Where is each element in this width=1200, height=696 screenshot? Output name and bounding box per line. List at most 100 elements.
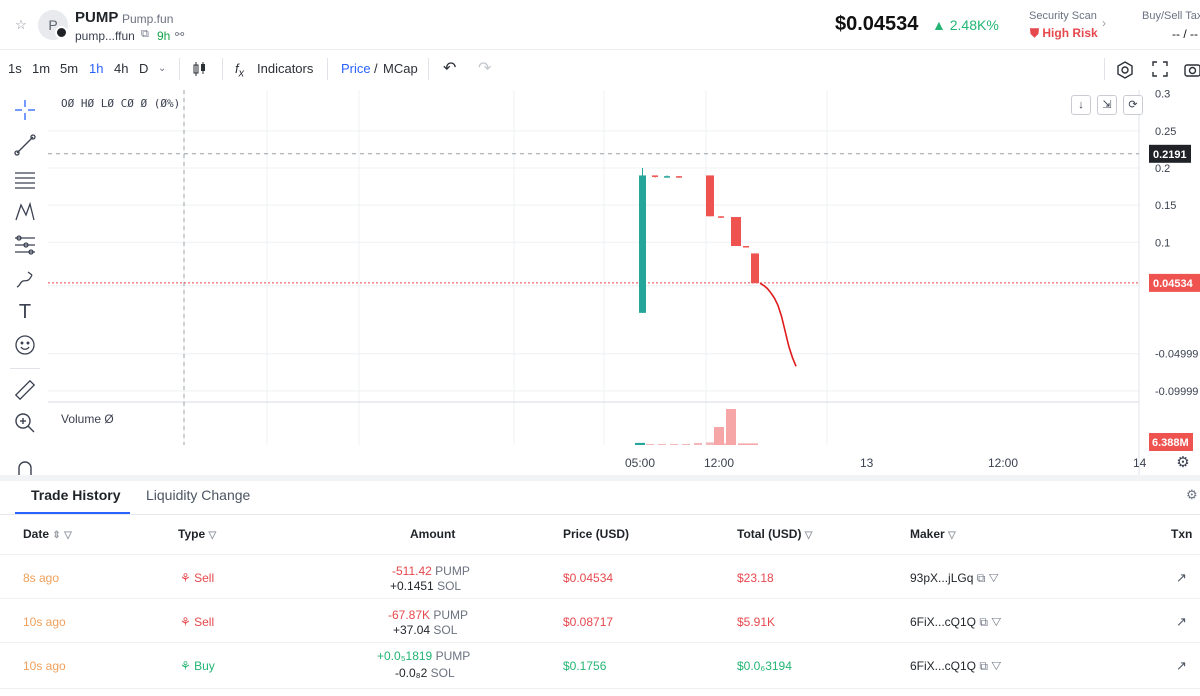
volume-legend: Volume Ø xyxy=(61,412,114,426)
row-divider xyxy=(0,598,1200,599)
row-1-type: ⚘ Sell xyxy=(180,571,215,585)
y-tick-label: -0.09999 xyxy=(1155,386,1198,398)
star-icon[interactable]: ☆ xyxy=(15,17,27,32)
row-3-amount-token: +0.0₅1819 PUMP xyxy=(377,649,471,663)
row-1-amount-sol: +0.1451 SOL xyxy=(390,579,462,593)
col-total[interactable]: Total (USD) ▽ xyxy=(737,527,813,541)
price-line xyxy=(759,282,797,367)
row-3-maker[interactable]: 6FiX...cQ1Q ⧉ ▽ xyxy=(910,659,1002,673)
candle-body xyxy=(751,253,759,284)
buy-icon: ⚘ xyxy=(180,659,191,673)
row-2-maker[interactable]: 6FiX...cQ1Q ⧉ ▽ xyxy=(910,615,1002,629)
interval-1s[interactable]: 1s xyxy=(8,61,22,76)
mcap-toggle[interactable]: MCap xyxy=(383,61,418,76)
row-1-maker[interactable]: 93pX...jLGq ⧉ ▽ xyxy=(910,571,999,585)
indicators-button[interactable]: Indicators xyxy=(257,61,314,76)
axis-settings-icon[interactable]: ⚙ xyxy=(1176,454,1190,471)
fib-retracement-icon[interactable] xyxy=(12,232,38,258)
candle-type-icon[interactable] xyxy=(191,61,207,77)
interval-d[interactable]: D xyxy=(139,61,149,76)
interval-1m[interactable]: 1m xyxy=(32,61,51,76)
price-toggle[interactable]: Price xyxy=(341,61,371,76)
y-tick-label: 0.15 xyxy=(1155,200,1176,212)
last-price-box xyxy=(1149,273,1200,292)
external-link-icon[interactable]: ↗ xyxy=(1176,614,1187,629)
candle-body xyxy=(743,246,749,248)
external-link-icon[interactable]: ↗ xyxy=(1176,658,1187,673)
interval-1h[interactable]: 1h xyxy=(89,61,104,76)
function-icon[interactable]: fx xyxy=(235,61,245,80)
current-price: $0.04534 xyxy=(835,13,919,35)
fullscreen-icon[interactable] xyxy=(1152,61,1168,77)
interval-5m[interactable]: 5m xyxy=(60,61,79,76)
volume-bar xyxy=(706,442,714,445)
col-price: Price (USD) xyxy=(563,527,630,541)
camera-icon[interactable] xyxy=(1184,61,1200,77)
tab-trade-history[interactable]: Trade History xyxy=(31,487,121,503)
last-price-label: 0.04534 xyxy=(1153,278,1194,290)
tools-divider xyxy=(10,368,40,369)
col-date[interactable]: Date ⇕ ▽ xyxy=(23,527,72,541)
ruler-icon[interactable] xyxy=(12,377,38,403)
col-txn: Txn xyxy=(1171,527,1193,541)
volume-bar xyxy=(694,442,702,445)
chevron-down-icon[interactable]: ⌄ xyxy=(158,63,167,74)
row-2-amount-sol: +37.04 SOL xyxy=(393,623,458,637)
brush-icon[interactable] xyxy=(12,266,38,292)
reset-icon[interactable]: ⟳ xyxy=(1123,95,1143,115)
row-1-total: $23.18 xyxy=(737,571,774,585)
sell-icon: ⚘ xyxy=(180,571,191,585)
unlink-icon[interactable]: ⚯ xyxy=(175,29,185,41)
candle-body xyxy=(706,175,714,217)
sort-icon: ⇕ xyxy=(52,530,61,541)
scroll-down-icon[interactable]: ↓ xyxy=(1071,95,1091,115)
undo-icon[interactable]: ↶ xyxy=(443,60,457,77)
volume-bar xyxy=(714,427,724,445)
row-3-amount-sol: -0.0₈2 SOL xyxy=(395,666,455,680)
row-1-amount-token: -511.42 PUMP xyxy=(392,564,470,578)
bottom-tabs xyxy=(0,475,1200,515)
price-chart[interactable]: 0.30.250.20.150.10.0₁6938-0.04999-0.0999… xyxy=(48,90,1200,475)
collapse-icon[interactable]: ⇲ xyxy=(1097,95,1117,115)
volume-value-box xyxy=(1149,433,1193,451)
security-scan-label[interactable]: Security Scan xyxy=(1029,10,1097,22)
x-tick-label: 12:00 xyxy=(988,456,1018,470)
chevron-right-icon[interactable]: › xyxy=(1102,16,1106,30)
toolbar-divider xyxy=(222,58,223,80)
col-amount: Amount xyxy=(410,527,456,541)
candle-body xyxy=(639,175,646,313)
text-tool-icon[interactable]: T xyxy=(18,300,32,323)
candle-body xyxy=(731,217,741,246)
volume-bar xyxy=(635,442,645,445)
ohlc-legend: OØ HØ LØ CØ Ø (Ø%) xyxy=(61,97,181,110)
security-status[interactable]: ⛊ High Risk xyxy=(1030,26,1098,41)
magnet-icon[interactable] xyxy=(12,456,38,482)
interval-4h[interactable]: 4h xyxy=(114,61,129,76)
row-3-total: $0.0₆3194 xyxy=(737,659,792,673)
pattern-icon[interactable] xyxy=(12,199,38,225)
chain-badge-icon xyxy=(55,26,68,39)
trend-line-icon[interactable] xyxy=(12,132,38,158)
external-link-icon[interactable]: ↗ xyxy=(1176,570,1187,585)
col-type[interactable]: Type ▽ xyxy=(178,527,217,541)
crosshair-icon[interactable] xyxy=(12,97,38,123)
emoji-icon[interactable] xyxy=(12,332,38,358)
copy-address-icon[interactable]: ⧉ xyxy=(141,28,149,40)
row-2-type: ⚘ Sell xyxy=(180,615,215,629)
volume-bar xyxy=(658,443,666,445)
col-maker[interactable]: Maker ▽ xyxy=(910,527,956,541)
panel-options-icon[interactable]: ⚙ xyxy=(1186,487,1198,502)
copy-icon: ⧉ xyxy=(979,615,988,629)
candle-body xyxy=(664,176,670,178)
settings-icon[interactable] xyxy=(1116,61,1134,79)
row-2-total: $5.91K xyxy=(737,615,776,629)
y-tick-label: -0.04999 xyxy=(1155,349,1198,361)
tab-liquidity-change[interactable]: Liquidity Change xyxy=(146,487,251,503)
active-tab-indicator xyxy=(15,512,130,514)
zoom-in-icon[interactable] xyxy=(12,410,38,436)
token-header xyxy=(0,0,1200,50)
x-tick-label: 13 xyxy=(860,456,874,470)
horizontal-lines-icon[interactable] xyxy=(12,166,38,192)
tabs-divider xyxy=(0,514,1200,515)
redo-icon[interactable]: ↷ xyxy=(478,60,492,77)
